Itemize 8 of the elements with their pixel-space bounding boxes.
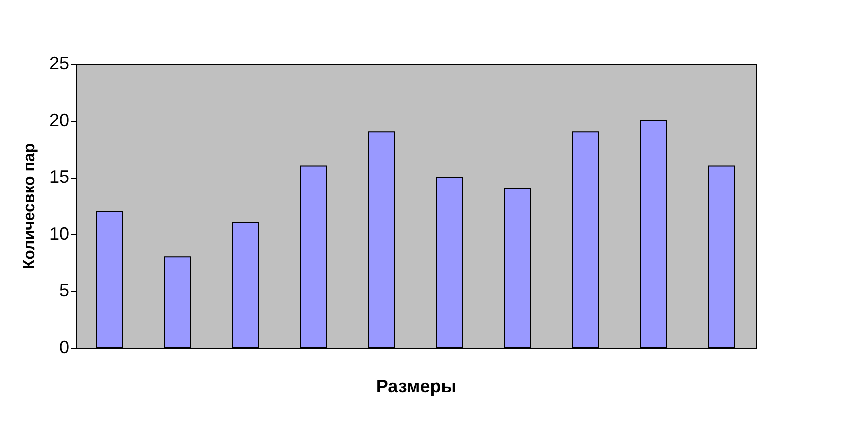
y-tick-label: 10 <box>49 224 70 244</box>
y-tick-label: 15 <box>49 167 70 188</box>
y-tick-label: 0 <box>59 338 70 358</box>
y-tick-label: 5 <box>59 280 70 301</box>
y-axis-title: Количесвко пар <box>21 143 38 270</box>
x-axis-title: Размеры <box>376 376 457 396</box>
y-tick-label: 20 <box>49 110 70 130</box>
y-tick-label: 25 <box>49 54 70 74</box>
